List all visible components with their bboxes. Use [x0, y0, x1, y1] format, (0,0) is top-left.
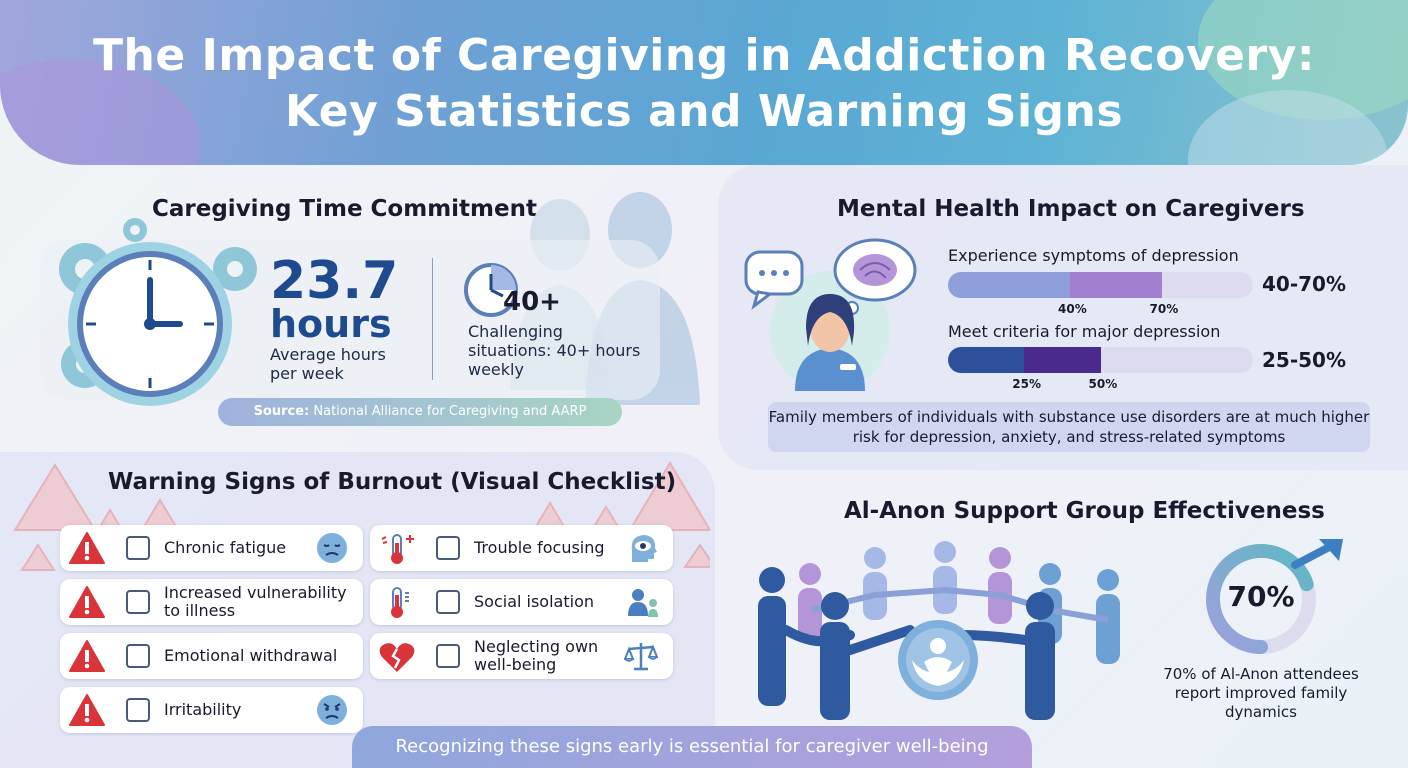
- warning-icon: [69, 532, 105, 564]
- alanon-donut-chart: [1206, 539, 1343, 654]
- warning-icon: [69, 694, 105, 726]
- checkbox[interactable]: [126, 590, 150, 614]
- page-title-line2: Key Statistics and Warning Signs: [284, 86, 1124, 137]
- depression-symptoms-low-tick: 40%: [1058, 302, 1087, 316]
- source-text: National Alliance for Caregiving and AAR…: [313, 404, 587, 419]
- warning-icon: [69, 586, 105, 618]
- thermometer-icon: [381, 534, 414, 564]
- average-hours-value: 23.7: [270, 251, 399, 311]
- major-depression-label: Meet criteria for major depression: [948, 322, 1221, 341]
- checkbox[interactable]: [436, 590, 460, 614]
- source-citation: Source: National Alliance for Caregiving…: [218, 398, 622, 426]
- depression-symptoms-label: Experience symptoms of depression: [948, 246, 1239, 265]
- major-depression-bar-high-segment: [1024, 347, 1101, 373]
- depression-symptoms-bar-high-segment: [1070, 272, 1162, 298]
- divider: [432, 258, 433, 380]
- checklist-item[interactable]: Irritability: [60, 687, 363, 733]
- checklist-item[interactable]: Chronic fatigue: [60, 525, 363, 571]
- page-title-line1: The Impact of Caregiving in Addiction Re…: [93, 30, 1315, 81]
- major-depression-low-tick: 25%: [1012, 377, 1041, 391]
- broken-heart-icon: [379, 643, 415, 672]
- support-group-circle-icon: [758, 541, 1120, 720]
- checklist-item[interactable]: Neglecting own well-being: [370, 633, 673, 679]
- major-depression-range: 25-50%: [1262, 348, 1347, 372]
- time-commitment-title: Caregiving Time Commitment: [152, 196, 537, 222]
- checklist-item-label: Chronic fatigue: [164, 538, 287, 557]
- isolated-person-icon: [628, 589, 658, 617]
- major-depression-high-tick: 50%: [1088, 377, 1118, 391]
- footer-banner: Recognizing these signs early is essenti…: [352, 726, 1032, 768]
- checklist-item-label: Irritability: [164, 700, 242, 719]
- depression-symptoms-high-tick: 70%: [1149, 302, 1179, 316]
- alanon-percent-value: 70%: [1227, 580, 1295, 613]
- depression-symptoms-bar: [948, 272, 1253, 298]
- checkbox[interactable]: [126, 698, 150, 722]
- checklist-item-label: Neglecting own well-being: [474, 637, 599, 674]
- average-hours-unit: hours: [270, 302, 392, 346]
- checkbox[interactable]: [126, 644, 150, 668]
- tired-face-icon: [317, 533, 347, 563]
- checklist-item-label: Increased vulnerability to illness: [164, 583, 347, 620]
- caregiver-thinking-icon: [744, 238, 917, 391]
- checkbox[interactable]: [436, 644, 460, 668]
- major-depression-bar: [948, 347, 1253, 373]
- checklist-item[interactable]: Emotional withdrawal: [60, 633, 363, 679]
- checkbox[interactable]: [126, 536, 150, 560]
- alanon-note: 70% of Al-Anon attendees report improved…: [1163, 665, 1359, 721]
- depression-symptoms-range: 40-70%: [1262, 272, 1347, 296]
- arrow-up-icon: [1319, 539, 1343, 561]
- clock-gears-icon: [59, 218, 257, 406]
- donut-arc-70-percent: [1206, 544, 1314, 654]
- header-banner: The Impact of Caregiving in Addiction Re…: [0, 0, 1408, 165]
- depression-symptoms-bar-low-segment: [948, 272, 1070, 298]
- checklist-item[interactable]: Social isolation: [370, 579, 673, 625]
- checklist-item-label: Social isolation: [474, 592, 594, 611]
- thermometer-icon: [391, 587, 409, 618]
- average-hours-label: Average hours per week: [270, 345, 386, 383]
- checkbox[interactable]: [436, 536, 460, 560]
- angry-face-icon: [317, 695, 347, 725]
- head-eye-icon: [631, 535, 657, 562]
- burnout-title: Warning Signs of Burnout (Visual Checkli…: [108, 469, 677, 495]
- challenging-hours-label: Challenging situations: 40+ hours weekly: [468, 322, 641, 379]
- checklist-item-label: Emotional withdrawal: [164, 646, 338, 665]
- checklist-item-label: Trouble focusing: [474, 538, 605, 557]
- challenging-hours-value: 40+: [503, 287, 561, 317]
- scales-icon: [624, 643, 658, 671]
- warning-icon: [69, 640, 105, 672]
- checklist-item[interactable]: Trouble focusing: [370, 525, 673, 571]
- family-risk-note: Family members of individuals with subst…: [768, 402, 1370, 452]
- alanon-title: Al-Anon Support Group Effectiveness: [844, 498, 1325, 524]
- source-prefix: Source:: [253, 404, 310, 419]
- major-depression-bar-low-segment: [948, 347, 1025, 373]
- arrow-shaft: [1291, 541, 1337, 569]
- stopwatch-icon: [464, 263, 518, 317]
- checklist-item[interactable]: Increased vulnerability to illness: [60, 579, 363, 625]
- mental-health-title: Mental Health Impact on Caregivers: [837, 196, 1305, 222]
